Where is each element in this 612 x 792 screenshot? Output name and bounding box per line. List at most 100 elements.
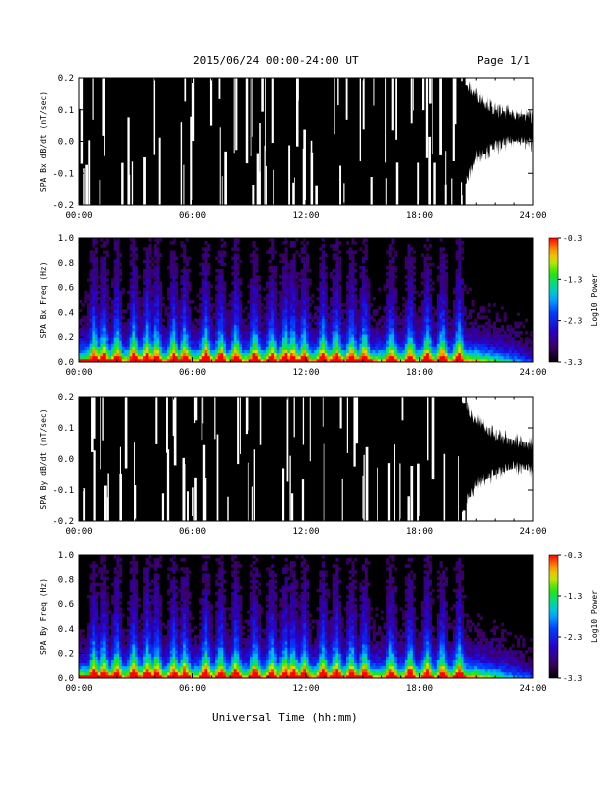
spectrogram-cell: [271, 293, 275, 298]
spectrogram-cell: [207, 324, 211, 329]
spectrogram-cell: [284, 337, 288, 341]
spectrogram-cell: [351, 327, 355, 332]
colorbar-label: Log10 Power: [590, 273, 599, 326]
spectrogram-cell: [458, 309, 462, 313]
spectrogram-cell: [402, 315, 406, 319]
waveform-gap: [183, 464, 186, 521]
waveform-gap: [288, 145, 291, 205]
spectrogram-cell: [420, 315, 424, 319]
spectrogram-cell: [271, 309, 275, 313]
spectrogram-cell: [201, 300, 205, 304]
spectrogram-cell: [113, 312, 117, 316]
spectrogram-cell: [140, 352, 144, 357]
spectrogram-cell: [92, 647, 96, 651]
spectrogram-cell: [442, 346, 446, 350]
spectrogram-cell: [231, 327, 235, 332]
spectrogram-cell: [351, 272, 355, 276]
spectrogram-cell: [354, 278, 358, 282]
spectrogram-cell: [391, 241, 395, 245]
spectrogram-cell: [161, 352, 165, 357]
spectrogram-cell: [324, 253, 328, 257]
spectrogram-cell: [223, 337, 227, 341]
spectrogram-cell: [348, 269, 352, 273]
spectrogram-cell: [172, 278, 176, 282]
spectrogram-cell: [140, 334, 144, 338]
waveform-gap: [429, 78, 432, 104]
spectrogram-cell: [289, 352, 294, 357]
spectrogram-cell: [167, 306, 171, 310]
spectrogram-cell: [399, 331, 403, 335]
spectrogram-cell: [217, 349, 221, 354]
spectrogram-cell: [311, 346, 315, 350]
spectrogram-cell: [306, 241, 310, 245]
spectrogram-cell: [495, 340, 499, 344]
spectrogram-cell: [81, 659, 85, 664]
spectrogram-cell: [466, 331, 470, 335]
spectrogram-cell: [503, 343, 507, 347]
spectrogram-cell: [455, 337, 459, 341]
spectrogram-cell: [279, 324, 283, 329]
spectrogram-cell: [143, 312, 147, 316]
spectrogram-cell: [436, 315, 440, 319]
waveform-gap: [202, 444, 206, 521]
spectrogram-cell: [92, 343, 96, 347]
spectrogram-cell: [303, 355, 307, 360]
spectrogram-cell: [233, 312, 237, 316]
spectrogram-cell: [330, 331, 334, 335]
spectrogram-cell: [335, 278, 339, 282]
spectrogram-cell: [212, 355, 216, 360]
spectrogram-cell: [442, 253, 446, 257]
spectrogram-cell: [348, 312, 352, 316]
spectrogram-cell: [180, 300, 184, 304]
spectrogram-cell: [322, 355, 326, 360]
spectrogram-cell: [418, 346, 422, 350]
spectrogram-cell: [319, 312, 323, 316]
spectrogram-cell: [119, 318, 123, 323]
spectrogram-cell: [127, 355, 131, 360]
spectrogram-cell: [330, 327, 334, 332]
spectrogram-cell: [364, 287, 368, 292]
spectrogram-cell: [460, 306, 464, 310]
spectrogram-cell: [276, 352, 280, 357]
spectrogram-cell: [436, 265, 440, 270]
spectrogram-cell: [306, 331, 310, 335]
spectrogram-cell: [105, 296, 109, 301]
spectrogram-cell: [455, 327, 459, 332]
spectrogram-cell: [402, 355, 406, 360]
spectrogram-cell: [95, 327, 99, 332]
spectrogram-cell: [132, 250, 136, 254]
spectrogram-cell: [199, 306, 203, 310]
spectrogram-cell: [303, 272, 307, 276]
spectrogram-cell: [292, 315, 296, 319]
spectrogram-cell: [87, 665, 91, 670]
spectrogram-cell: [84, 349, 88, 354]
spectrogram-cell: [271, 306, 275, 310]
spectrogram-cell: [84, 674, 88, 679]
spectrogram-cell: [297, 272, 302, 276]
spectrogram-cell: [244, 346, 248, 350]
spectrogram-cell: [474, 343, 478, 347]
spectrogram-cell: [116, 244, 120, 248]
waveform-gap: [191, 78, 195, 142]
spectrogram-cell: [100, 591, 104, 596]
spectrogram-cell: [348, 296, 352, 301]
spectrogram-cell: [135, 275, 139, 279]
spectrogram-cell: [183, 340, 187, 344]
spectrogram-cell: [263, 318, 267, 323]
spectrogram-cell: [354, 300, 358, 304]
spectrogram-cell: [330, 272, 334, 276]
spectrogram-cell: [428, 256, 432, 261]
spectrogram-cell: [423, 293, 427, 298]
spectrogram-cell: [479, 346, 483, 350]
spectrogram-cell: [199, 327, 203, 332]
spectrogram-cell: [159, 253, 163, 257]
spectrogram-cell: [100, 346, 104, 350]
spectrogram-cell: [354, 358, 358, 363]
spectrogram-cell: [156, 296, 160, 301]
spectrogram-cell: [185, 259, 189, 264]
spectrogram-cell: [394, 312, 398, 316]
spectrogram-cell: [338, 290, 342, 295]
spectrogram-cell: [143, 318, 147, 323]
spectrogram-cell: [95, 653, 99, 657]
spectrogram-cell: [420, 358, 424, 363]
